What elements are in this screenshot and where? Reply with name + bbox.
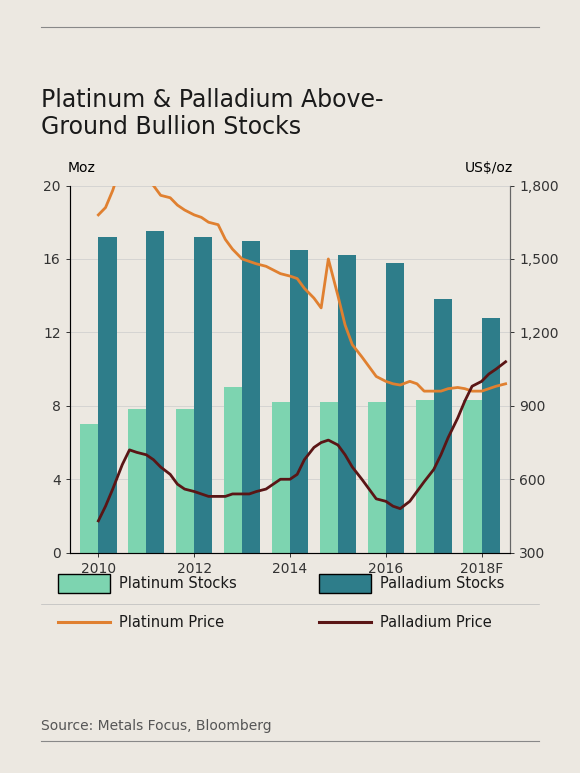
Text: Source: Metals Focus, Bloomberg: Source: Metals Focus, Bloomberg	[41, 720, 271, 734]
Bar	[463, 400, 481, 553]
Bar	[176, 410, 194, 553]
Bar	[415, 400, 434, 553]
Bar	[194, 237, 212, 553]
Bar	[368, 402, 386, 553]
Text: Moz: Moz	[67, 161, 95, 175]
Bar	[338, 255, 356, 553]
Bar	[290, 250, 308, 553]
Bar	[242, 240, 260, 553]
Text: Platinum Price: Platinum Price	[119, 615, 224, 630]
Text: Palladium Price: Palladium Price	[380, 615, 492, 630]
Bar	[146, 231, 165, 553]
Text: Palladium Stocks: Palladium Stocks	[380, 576, 504, 591]
Bar	[224, 387, 242, 553]
Text: Platinum Stocks: Platinum Stocks	[119, 576, 237, 591]
Bar	[128, 410, 146, 553]
Bar	[80, 424, 99, 553]
Bar	[272, 402, 290, 553]
Text: Ground Bullion Stocks: Ground Bullion Stocks	[41, 115, 300, 139]
Bar	[481, 318, 500, 553]
Bar	[99, 237, 117, 553]
Bar	[320, 402, 338, 553]
Text: US$/oz: US$/oz	[465, 161, 513, 175]
Text: Platinum & Palladium Above-: Platinum & Palladium Above-	[41, 88, 383, 112]
Bar	[434, 299, 452, 553]
Bar	[386, 263, 404, 553]
